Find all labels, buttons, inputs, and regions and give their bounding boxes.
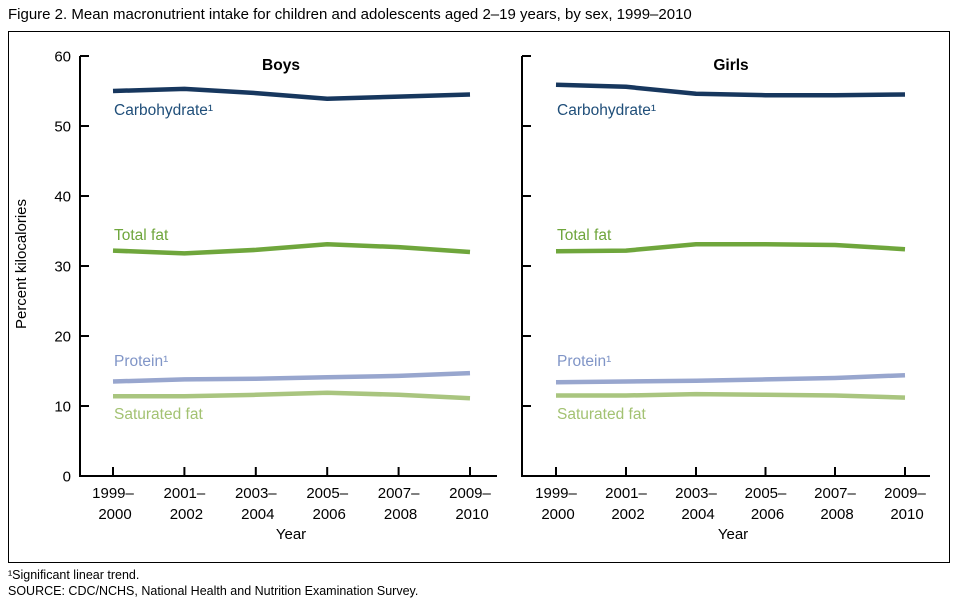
x-tick-label: 2005– 2006 (745, 485, 787, 523)
x-tick-label: 2009– 2010 (884, 485, 926, 523)
x-tick-label: 2001– 2002 (605, 485, 647, 523)
line-carbohydrate-boys (112, 86, 471, 101)
x-tick-label: 2001– 2002 (164, 485, 206, 523)
footnote-source: SOURCE: CDC/NCHS, National Health and Nu… (8, 583, 419, 598)
line-protein-boys (112, 370, 471, 384)
line-saturated-fat-girls (556, 391, 906, 400)
series-label-protein-girls: Protein¹ (557, 353, 611, 370)
series-label-total-fat-girls: Total fat (557, 227, 612, 244)
x-tick-label: 2007– 2008 (378, 485, 420, 523)
line-saturated-fat-boys (113, 390, 471, 401)
figure-title: Figure 2. Mean macronutrient intake for … (8, 6, 692, 23)
series-label-carbohydrate-boys: Carbohydrate¹ (114, 102, 213, 119)
macronutrient-line-chart: 0 10 20 30 40 50 60 1999– 2000 2001– 2002 2003– 2004… (13, 49, 930, 543)
line-carbohydrate-girls (555, 82, 906, 98)
y-tick-label: 30 (54, 259, 71, 276)
y-tick-label: 10 (54, 399, 71, 416)
footnote-significant-trend: ¹Significant linear trend. (8, 568, 140, 582)
y-tick-label: 0 (63, 469, 71, 486)
x-tick-label: 2007– 2008 (814, 485, 856, 523)
line-protein-girls (555, 372, 906, 385)
panel-girls: 1999– 2000 2001– 2002 2003– 2004 2005– 2006 2007… (521, 55, 930, 543)
figure-box: 0 10 20 30 40 50 60 1999– 2000 2001– 2002 2003– 2004… (8, 31, 950, 563)
x-tick-label: 2003– 2004 (675, 485, 717, 523)
footnotes: ¹Significant linear trend. SOURCE: CDC/N… (8, 568, 418, 599)
x-axis-title: Year (276, 526, 306, 543)
series-label-carbohydrate-girls: Carbohydrate¹ (557, 102, 656, 119)
series-label-total-fat-boys: Total fat (114, 227, 169, 244)
series-label-protein-boys: Protein¹ (114, 353, 168, 370)
x-tick-label: 2009– 2010 (449, 485, 491, 523)
series-label-saturated-fat-boys: Saturated fat (114, 406, 203, 423)
y-axis-title: Percent kilocalories (13, 199, 30, 329)
y-tick-label: 60 (54, 49, 71, 66)
y-tick-label: 40 (54, 189, 71, 206)
x-tick-label: 2003– 2004 (235, 485, 277, 523)
x-tick-label: 1999– 2000 (535, 485, 577, 523)
line-total-fat-boys (112, 242, 471, 256)
y-tick-label: 20 (54, 329, 71, 346)
y-tick-label: 50 (54, 119, 71, 136)
line-total-fat-girls (555, 242, 906, 254)
series-label-saturated-fat-girls: Saturated fat (557, 406, 646, 423)
panel-title-girls: Girls (713, 57, 748, 74)
panel-boys: 0 10 20 30 40 50 60 1999– 2000 2001– 2002 2003– 2004… (54, 49, 497, 543)
panel-title-boys: Boys (262, 57, 300, 74)
x-tick-label: 2005– 2006 (306, 485, 348, 523)
x-tick-label: 1999– 2000 (92, 485, 134, 523)
x-axis-title: Year (718, 526, 748, 543)
